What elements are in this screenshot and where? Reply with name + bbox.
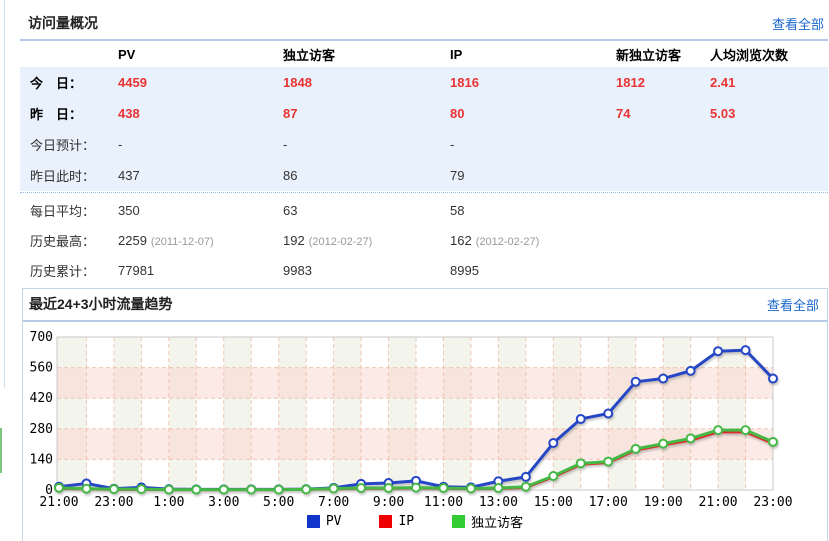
table-row: 历史累计： 77981 9983 8995 <box>20 255 828 285</box>
stats-table-header-row: PV 独立访客 IP 新独立访客 人均浏览次数 <box>20 41 828 67</box>
column-header-new-uv: 新独立访客 <box>616 47 682 63</box>
row-value: 9983 <box>283 262 312 278</box>
row-value: 58 <box>450 202 465 218</box>
row-label: 历史最高： <box>30 233 96 249</box>
row-value: 4459 <box>118 75 147 90</box>
legend-swatch-icon <box>379 515 393 528</box>
row-value: 2.41 <box>710 75 736 90</box>
column-header-uv: 独立访客 <box>283 47 336 63</box>
row-value: 438 <box>118 106 140 121</box>
row-value: - <box>283 137 288 152</box>
row-value: - <box>450 137 455 152</box>
chart-panel-title: 最近24+3小时流量趋势 <box>29 296 173 312</box>
row-value: 192 (2012-02-27) <box>283 232 373 248</box>
row-value: 5.03 <box>710 106 736 121</box>
row-value: 1812 <box>616 75 645 90</box>
stats-panel-title: 访问量概况 <box>28 15 98 31</box>
chart-view-all-link[interactable]: 查看全部 <box>766 298 819 313</box>
row-value: 1816 <box>450 75 479 90</box>
row-value: 63 <box>283 202 298 218</box>
row-value: 437 <box>118 168 140 183</box>
table-row: 历史最高： 2259 (2011-12-07) 192 (2012-02-27) 162(… <box>20 225 828 255</box>
row-label: 历史累计： <box>30 263 96 279</box>
record-date: (2012-02-27) <box>475 235 540 248</box>
column-header-pv: PV <box>118 46 136 62</box>
chart-header-divider <box>23 320 827 322</box>
left-edge-line <box>4 0 5 388</box>
row-value: 87 <box>283 106 298 121</box>
legend-label: 独立访客 <box>471 516 524 531</box>
legend-item-独立访客: 独立访客 <box>452 512 523 531</box>
record-date: (2012-02-27) <box>308 235 373 248</box>
stats-view-all-link[interactable]: 查看全部 <box>771 17 824 32</box>
legend-item-PV: PV <box>306 514 342 529</box>
section-dotted-divider <box>20 192 828 193</box>
left-edge-green-widget <box>0 428 2 473</box>
column-header-avg-views: 人均浏览次数 <box>710 47 789 63</box>
row-value: 86 <box>283 168 298 183</box>
chart-legend: PV IP 独立访客 <box>57 512 773 531</box>
row-value: 77981 <box>118 262 155 278</box>
traffic-trend-panel: 最近24+3小时流量趋势 查看全部 <box>22 288 828 541</box>
table-row: 昨日此时： 437 86 79 <box>20 160 828 191</box>
record-date: (2011-12-07) <box>150 235 214 248</box>
row-value: 1848 <box>283 75 312 90</box>
row-value: 162 (2012-02-27) <box>450 232 540 248</box>
row-value: - <box>118 137 123 152</box>
stats-table-body: 今 日： 4459 1848 1816 1812 2.41 昨 日： 438 87 80 74 5.0… <box>20 67 828 285</box>
row-label: 昨 日： <box>30 107 83 122</box>
column-header-ip: IP <box>450 46 463 62</box>
legend-swatch-icon <box>452 515 466 528</box>
legend-item-IP: IP <box>379 514 414 529</box>
row-label: 今 日： <box>30 76 83 91</box>
row-value: 350 <box>118 202 140 218</box>
table-row: 今日预计： - - - <box>20 129 828 160</box>
row-label: 每日平均： <box>30 203 96 219</box>
legend-label: PV <box>325 514 342 529</box>
row-value: 8995 <box>450 262 479 278</box>
chart-panel-header: 最近24+3小时流量趋势 查看全部 <box>23 289 827 320</box>
stats-header-divider <box>20 39 828 41</box>
row-value: 79 <box>450 168 465 183</box>
traffic-overview-panel: 访问量概况 查看全部 PV 独立访客 IP 新独立访客 人均浏览次数 今 日： 4… <box>20 8 828 285</box>
table-row: 每日平均： 350 63 58 <box>20 195 828 225</box>
row-value: 80 <box>450 106 465 121</box>
table-row: 今 日： 4459 1848 1816 1812 2.41 <box>20 67 828 98</box>
stats-panel-header: 访问量概况 查看全部 <box>20 8 828 39</box>
row-value: 74 <box>616 106 631 121</box>
row-label: 今日预计： <box>30 138 96 153</box>
row-value: 2259 (2011-12-07) <box>118 232 214 248</box>
legend-swatch-icon <box>306 515 320 528</box>
row-label: 昨日此时： <box>30 169 96 184</box>
table-row: 昨 日： 438 87 80 74 5.03 <box>20 98 828 129</box>
legend-label: IP <box>398 514 415 529</box>
